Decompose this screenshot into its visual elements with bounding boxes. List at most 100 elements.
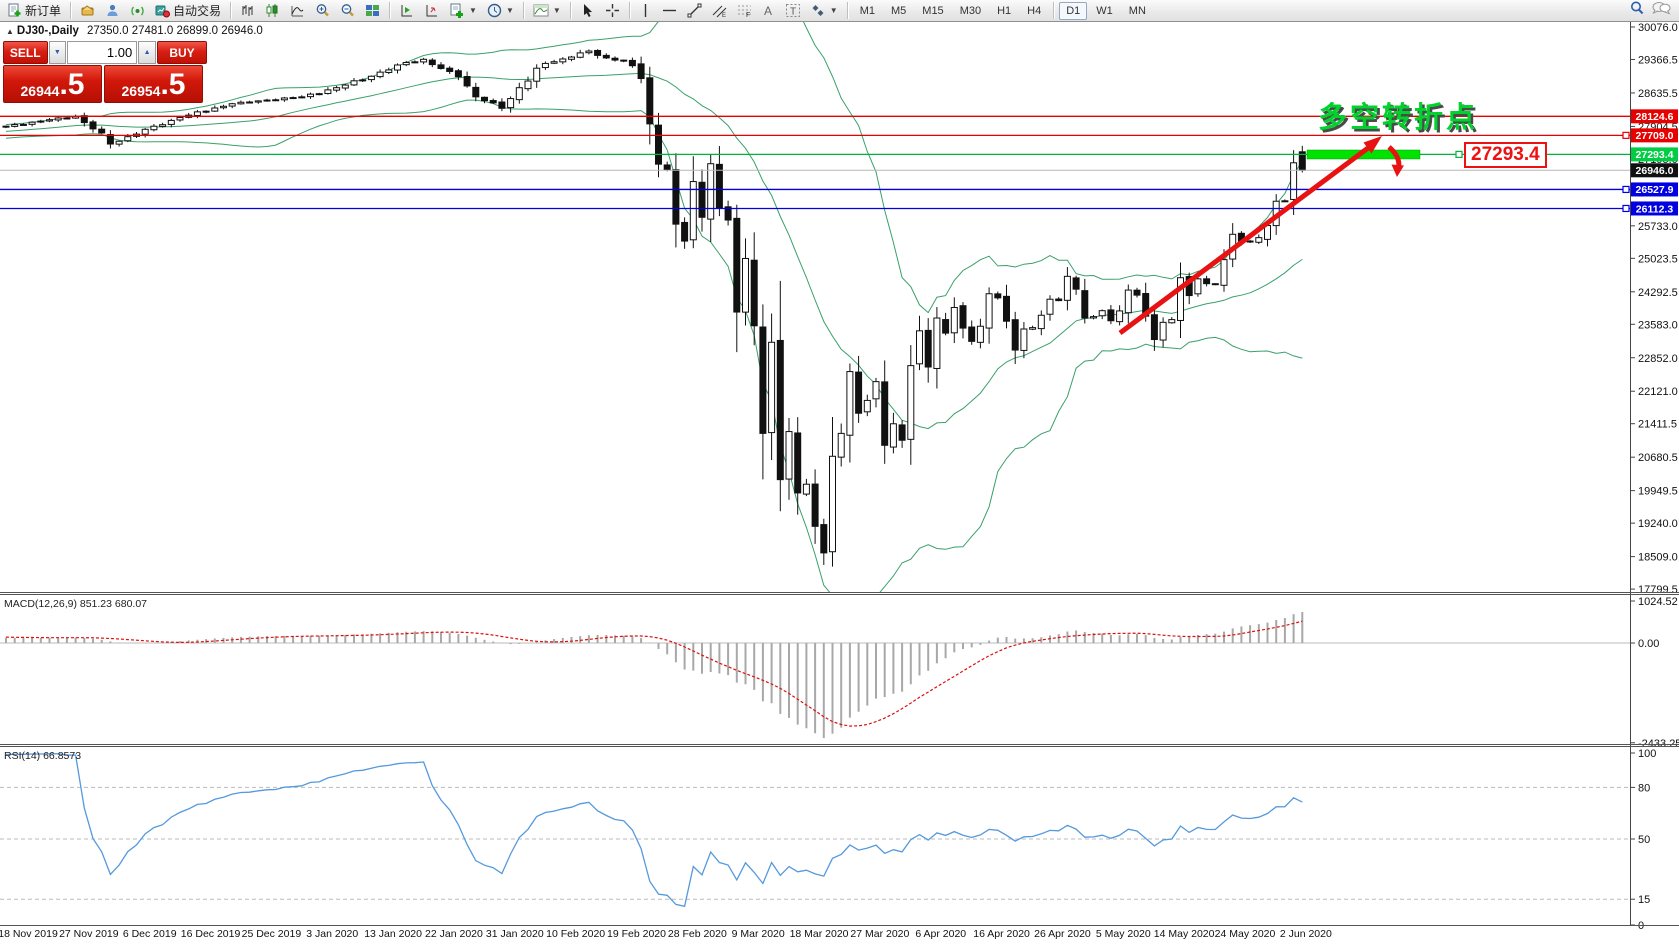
svg-text:26946.0: 26946.0 — [1636, 165, 1674, 177]
gold-cube-icon — [80, 3, 95, 18]
svg-text:25023.5: 25023.5 — [1638, 253, 1678, 265]
sell-button[interactable]: SELL — [3, 41, 48, 64]
zoom-in-icon — [315, 3, 330, 18]
search-icon[interactable] — [1629, 0, 1645, 21]
toolbar-separator — [569, 2, 571, 19]
tf-m5-button[interactable]: M5 — [891, 4, 907, 17]
tf-m1-button[interactable]: M1 — [859, 4, 875, 17]
tf-h1-button[interactable]: H1 — [997, 4, 1012, 17]
person-icon — [105, 3, 120, 18]
svg-text:25 Dec 2019: 25 Dec 2019 — [242, 928, 302, 940]
candle-chart-mode-button[interactable] — [260, 0, 285, 22]
svg-text:28124.6: 28124.6 — [1636, 111, 1674, 123]
toolbar-separator — [389, 2, 391, 19]
strategy-tester-button[interactable] — [394, 0, 419, 22]
line-chart-icon — [290, 3, 305, 18]
volume-down-button[interactable]: ▼ — [48, 41, 67, 64]
autotrade-button[interactable]: 自动交易 — [150, 0, 226, 22]
chat-icon[interactable] — [1651, 0, 1671, 21]
text-tool-button[interactable]: A — [757, 0, 780, 22]
tf-mn-button[interactable]: MN — [1128, 4, 1146, 17]
price-axis: 30076.029366.528635.527904.527195.026464… — [1630, 22, 1679, 944]
shapes-tool-button[interactable]: ▼ — [806, 0, 843, 22]
vline-tool-button[interactable] — [634, 0, 657, 22]
new-order-label: 新订单 — [25, 4, 62, 18]
svg-text:19949.5: 19949.5 — [1638, 486, 1678, 498]
market-watch-button[interactable] — [75, 0, 100, 22]
tf-m30-button[interactable]: M30 — [959, 4, 982, 17]
buy-price-button[interactable]: 26954.5 — [104, 65, 203, 103]
chart-symbol: DJ30-,Daily — [16, 25, 79, 37]
hline-tool-button[interactable] — [657, 0, 682, 22]
rsi-indicator-label: RSI(14) 66.8573 — [4, 750, 82, 762]
svg-text:E: E — [722, 13, 726, 18]
crosshair-tool-button[interactable] — [600, 0, 625, 22]
chart-template-icon — [533, 3, 549, 18]
tile-windows-button[interactable] — [360, 0, 385, 22]
svg-text:26112.3: 26112.3 — [1636, 203, 1674, 215]
chart-title: ▲ DJ30-,Daily 27350.0 27481.0 26899.0 2694… — [6, 25, 263, 37]
periods-clock-button[interactable]: ▼ — [482, 0, 519, 22]
signals-button[interactable] — [125, 0, 150, 22]
tf-w1-button[interactable]: W1 — [1096, 4, 1113, 17]
new-chart-icon — [449, 3, 465, 19]
tf-d1-button[interactable]: D1 — [1059, 1, 1088, 20]
new-order-button[interactable]: 新订单 — [2, 0, 66, 22]
fibonacci-tool-button[interactable]: F — [732, 0, 757, 22]
line-chart-mode-button[interactable] — [285, 0, 310, 22]
svg-text:18 Nov 2019: 18 Nov 2019 — [0, 928, 58, 940]
trendline-tool-button[interactable] — [682, 0, 707, 22]
svg-text:19240.0: 19240.0 — [1638, 518, 1678, 530]
macd-pane — [0, 612, 1630, 738]
svg-text:25733.0: 25733.0 — [1638, 221, 1678, 233]
trend-arrow-line[interactable] — [1118, 145, 1370, 336]
svg-text:19 Feb 2020: 19 Feb 2020 — [607, 928, 666, 940]
buy-button[interactable]: BUY — [156, 41, 208, 64]
toolbar-separator — [70, 2, 72, 19]
cursor-tool-button[interactable] — [575, 0, 600, 22]
svg-text:30076.0: 30076.0 — [1638, 22, 1678, 34]
svg-text:1024.52: 1024.52 — [1638, 596, 1678, 608]
svg-text:17799.5: 17799.5 — [1638, 584, 1678, 596]
toolbar-separator — [522, 2, 524, 19]
svg-text:13 Jan 2020: 13 Jan 2020 — [364, 928, 422, 940]
svg-text:A: A — [764, 4, 772, 18]
svg-text:20680.5: 20680.5 — [1638, 452, 1678, 464]
turning-point-annotation[interactable]: 多空转折点 — [1318, 102, 1479, 134]
chart-template-button[interactable]: ▼ — [528, 0, 566, 22]
zoom-out-button[interactable] — [335, 0, 360, 22]
svg-text:6 Apr 2020: 6 Apr 2020 — [915, 928, 966, 940]
zoom-in-button[interactable] — [310, 0, 335, 22]
svg-text:29366.5: 29366.5 — [1638, 54, 1678, 66]
tile-windows-icon — [365, 3, 380, 18]
volume-input[interactable] — [67, 41, 138, 64]
channel-tool-button[interactable]: E — [707, 0, 732, 22]
trendline-icon — [687, 3, 702, 18]
autotrade-icon — [155, 3, 171, 18]
svg-text:16 Dec 2019: 16 Dec 2019 — [181, 928, 241, 940]
svg-text:21411.5: 21411.5 — [1638, 419, 1677, 431]
tf-m15-button[interactable]: M15 — [922, 4, 944, 17]
svg-text:31 Jan 2020: 31 Jan 2020 — [486, 928, 544, 940]
one-click-trade-panel: SELL ▼ ▲ BUY 26944.5 26954.5 — [3, 41, 208, 103]
volume-up-button[interactable]: ▲ — [138, 41, 156, 64]
sell-price-button[interactable]: 26944.5 — [3, 65, 102, 103]
svg-text:27 Mar 2020: 27 Mar 2020 — [850, 928, 909, 940]
tester-play-icon — [399, 3, 414, 18]
svg-text:F: F — [746, 12, 750, 18]
svg-text:9 Mar 2020: 9 Mar 2020 — [732, 928, 785, 940]
new-chart-button[interactable]: ▼ — [444, 0, 482, 22]
label-tool-button[interactable]: T — [780, 0, 806, 22]
tester-stop-button[interactable] — [419, 0, 444, 22]
chart-annotations[interactable] — [1118, 136, 1421, 336]
svg-text:28 Feb 2020: 28 Feb 2020 — [668, 928, 727, 940]
sell-price-fraction: .5 — [59, 68, 85, 101]
channel-icon: E — [712, 3, 727, 18]
accounts-button[interactable] — [100, 0, 125, 22]
tf-h4-button[interactable]: H4 — [1027, 4, 1042, 17]
bar-chart-mode-button[interactable] — [235, 0, 260, 22]
price-tag-label[interactable]: 27293.4 — [1464, 142, 1547, 168]
svg-text:27709.0: 27709.0 — [1636, 130, 1674, 142]
